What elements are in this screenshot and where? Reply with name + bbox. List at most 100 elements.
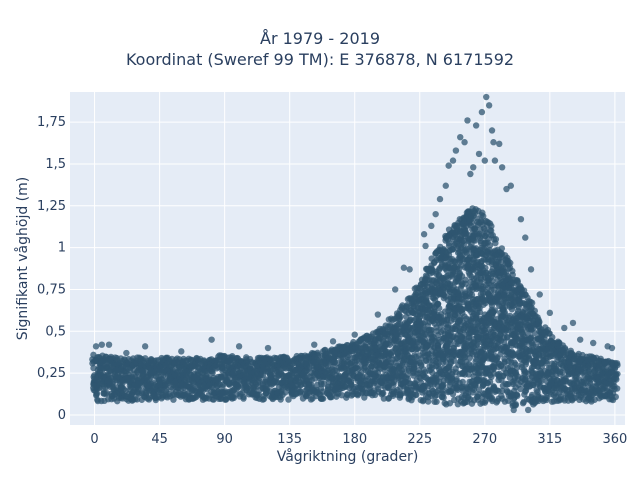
data-point [414, 346, 421, 353]
data-point [120, 386, 128, 393]
y-tick-label: 0,75 [37, 282, 66, 297]
x-tick-label: 180 [342, 432, 367, 447]
data-point [512, 400, 519, 408]
data-point [464, 117, 471, 124]
data-point [380, 395, 388, 402]
data-point [472, 122, 480, 129]
data-point [517, 215, 525, 223]
data-point [492, 236, 500, 243]
data-point [614, 361, 621, 369]
data-point [353, 390, 360, 398]
data-point [496, 140, 503, 148]
data-point [590, 339, 597, 347]
data-point [419, 397, 427, 405]
data-point [467, 170, 474, 178]
chart-title-line-1: År 1979 - 2019 [260, 29, 380, 48]
y-tick-label: 1,75 [37, 115, 66, 130]
y-tick-label: 1,5 [45, 157, 66, 172]
data-point [406, 266, 413, 273]
data-point [305, 365, 313, 372]
data-point [514, 392, 521, 400]
data-point [612, 371, 620, 378]
data-point [379, 389, 386, 397]
data-point [507, 182, 515, 189]
data-point [328, 393, 335, 401]
data-point [449, 157, 457, 164]
y-tick-label: 0 [58, 408, 66, 423]
data-point [569, 319, 577, 327]
data-point [576, 336, 584, 343]
data-point [420, 231, 428, 238]
data-point [98, 341, 105, 348]
x-axis-ticks: 0 45 90 135 180 225 270 315 360 [90, 432, 627, 447]
data-point [561, 324, 568, 332]
data-point [612, 393, 620, 401]
data-point [498, 164, 506, 171]
data-point [297, 388, 304, 396]
data-point [549, 334, 556, 341]
x-tick-label: 135 [277, 432, 302, 447]
x-tick-label: 0 [90, 432, 98, 447]
data-point [432, 210, 439, 218]
data-point [608, 344, 616, 352]
data-point [510, 406, 517, 414]
data-point [481, 399, 489, 406]
data-point [461, 139, 468, 146]
x-axis-title: Vågriktning (grader) [277, 448, 419, 465]
y-tick-label: 1,25 [37, 199, 66, 214]
data-point [491, 157, 499, 164]
data-point [170, 396, 177, 403]
data-point [264, 344, 272, 352]
data-point [333, 393, 340, 400]
data-point [391, 286, 399, 293]
data-point [406, 331, 414, 338]
data-point [219, 383, 226, 390]
data-point [442, 182, 449, 189]
data-point [374, 311, 382, 318]
data-point [123, 349, 130, 357]
data-point [546, 309, 554, 317]
data-point [527, 335, 534, 343]
data-point [524, 406, 532, 414]
data-point [359, 373, 366, 380]
data-point [536, 291, 543, 298]
data-point [425, 398, 432, 405]
data-point [457, 133, 464, 141]
data-point [400, 264, 408, 271]
data-point [395, 335, 402, 342]
data-point [311, 341, 318, 348]
y-tick-label: 0,5 [45, 324, 66, 339]
data-point [488, 127, 496, 134]
data-point [475, 150, 483, 158]
data-point [351, 331, 358, 338]
y-axis-title: Signifikant våghöjd (m) [14, 177, 31, 340]
data-point [329, 338, 337, 345]
x-tick-label: 270 [472, 432, 497, 447]
data-point [478, 108, 486, 116]
data-point [452, 147, 460, 154]
data-point [440, 394, 447, 401]
data-point [390, 381, 397, 389]
data-point [319, 395, 327, 402]
data-point [445, 162, 452, 169]
data-point [613, 385, 621, 392]
data-point [133, 396, 141, 403]
data-point [240, 395, 247, 402]
x-tick-label: 225 [407, 432, 432, 447]
data-point [470, 164, 477, 171]
data-point [92, 343, 100, 350]
data-point [490, 139, 497, 146]
data-points [89, 93, 621, 414]
data-point [433, 398, 440, 405]
data-point [109, 381, 116, 388]
data-point [178, 348, 185, 355]
data-point [439, 383, 447, 391]
data-point [141, 343, 149, 350]
x-tick-label: 45 [151, 432, 168, 447]
data-point [436, 195, 444, 203]
data-point [422, 242, 429, 250]
y-tick-label: 0,25 [37, 366, 66, 381]
data-point [483, 93, 490, 101]
